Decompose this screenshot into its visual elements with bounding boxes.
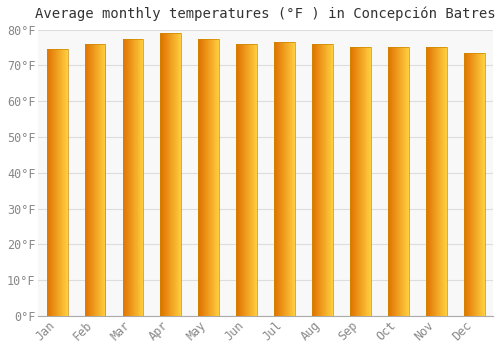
Bar [464, 53, 484, 316]
Bar [312, 44, 333, 316]
Bar [236, 44, 257, 316]
Bar [388, 48, 408, 316]
Bar [274, 42, 295, 316]
Bar [198, 38, 219, 316]
Bar [47, 49, 68, 316]
Bar [84, 44, 105, 316]
Bar [350, 48, 371, 316]
Bar [426, 48, 446, 316]
Bar [160, 33, 182, 316]
Title: Average monthly temperatures (°F ) in Concepción Batres: Average monthly temperatures (°F ) in Co… [36, 7, 496, 21]
Bar [122, 38, 144, 316]
